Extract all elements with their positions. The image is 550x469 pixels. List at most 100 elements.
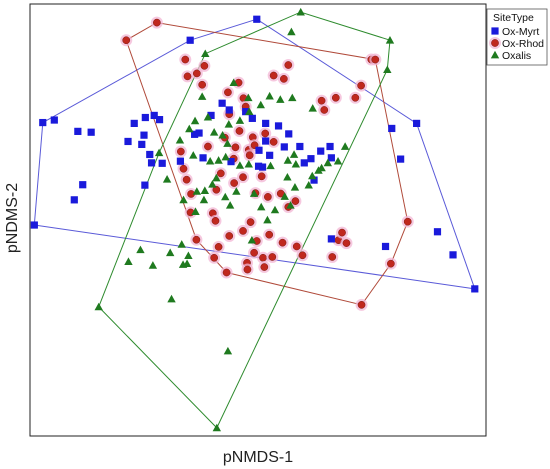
point-ox-myrt [218, 99, 226, 107]
point-ox-rhod [384, 257, 397, 270]
point-ox-myrt [138, 140, 146, 148]
point-ox-myrt [158, 159, 166, 167]
point-oxalis [287, 27, 296, 36]
point-ox-rhod [209, 214, 222, 227]
point-ox-rhod [237, 224, 250, 237]
y-axis-label: pNDMS-2 [4, 183, 21, 253]
point-oxalis [136, 245, 145, 254]
point-ox-rhod [244, 216, 257, 229]
point-oxalis [221, 152, 230, 161]
point-oxalis [154, 148, 164, 157]
point-oxalis [288, 93, 297, 102]
point-oxalis [244, 159, 253, 168]
point-ox-myrt [130, 119, 138, 127]
point-oxalis [283, 156, 293, 164]
point-ox-rhod [259, 127, 272, 140]
legend-marker-ox-rhod [489, 37, 501, 49]
point-ox-myrt [253, 15, 261, 23]
point-oxalis [266, 161, 275, 170]
point-ox-rhod [190, 233, 203, 246]
point-ox-rhod [355, 79, 368, 92]
point-ox-rhod [201, 140, 214, 153]
plot-frame [29, 3, 487, 437]
legend-label-ox-rhod: Ox-Rhod [502, 38, 544, 50]
point-ox-rhod [190, 67, 203, 80]
point-ox-myrt [433, 228, 442, 236]
point-ox-myrt [140, 131, 148, 139]
point-ox-rhod [241, 263, 254, 276]
point-ox-rhod [329, 91, 342, 104]
point-oxalis [200, 186, 210, 194]
point-ox-myrt [397, 155, 405, 163]
point-ox-rhod [229, 141, 242, 154]
point-ox-myrt [70, 196, 78, 204]
legend-label-ox-myrt: Ox-Myrt [502, 26, 539, 38]
point-ox-rhod [214, 167, 227, 180]
point-oxalis [212, 423, 222, 432]
point-oxalis [165, 248, 175, 257]
point-ox-myrt [79, 181, 87, 189]
point-ox-rhod [196, 78, 209, 91]
point-oxalis [225, 201, 235, 209]
point-ox-rhod [228, 177, 241, 190]
point-ox-rhod [349, 91, 362, 104]
point-ox-myrt [327, 154, 335, 162]
point-ox-myrt [199, 154, 207, 162]
point-ox-rhod [179, 53, 192, 66]
point-ox-myrt [30, 221, 38, 229]
point-ox-rhod [237, 171, 250, 184]
point-ox-rhod [289, 195, 302, 208]
point-ox-rhod [296, 249, 309, 262]
point-oxalis [209, 128, 219, 136]
point-oxalis [148, 261, 158, 269]
point-ox-rhod [277, 72, 290, 85]
point-ox-myrt [186, 36, 194, 44]
point-ox-rhod [248, 246, 261, 259]
point-ox-myrt [141, 113, 149, 122]
point-ox-myrt [262, 119, 270, 127]
point-ox-rhod [369, 53, 382, 66]
point-ox-rhod [276, 236, 289, 249]
point-ox-rhod [290, 240, 303, 253]
point-ox-rhod [267, 135, 280, 148]
point-ox-rhod [255, 170, 268, 183]
point-ox-rhod [212, 240, 225, 253]
point-oxalis [340, 142, 350, 150]
point-oxalis [229, 78, 238, 87]
point-ox-rhod [261, 190, 274, 203]
point-oxalis [245, 107, 254, 115]
point-oxalis [199, 195, 209, 204]
point-ox-rhod [315, 94, 328, 107]
point-ox-rhod [355, 298, 368, 311]
point-ox-myrt [74, 127, 82, 135]
point-ox-myrt [274, 122, 283, 130]
point-ox-myrt [310, 176, 318, 184]
point-ox-myrt [255, 146, 263, 154]
point-ox-rhod [318, 103, 331, 116]
point-oxalis [291, 159, 301, 168]
point-ox-rhod [326, 250, 339, 263]
point-ox-myrt [258, 163, 267, 171]
point-oxalis [212, 173, 221, 182]
legend-title: SiteType [493, 12, 534, 24]
point-ox-myrt [381, 242, 390, 251]
point-ox-myrt [150, 111, 158, 120]
point-ox-rhod [221, 86, 234, 99]
point-ox-rhod [243, 149, 256, 162]
point-oxalis [290, 183, 300, 191]
point-ox-myrt [449, 251, 457, 259]
point-oxalis [189, 151, 198, 159]
point-oxalis [385, 36, 395, 44]
point-oxalis [214, 156, 223, 164]
point-oxalis [201, 49, 210, 58]
point-oxalis [276, 95, 285, 103]
point-ox-myrt [227, 158, 235, 166]
point-oxalis [191, 207, 200, 215]
point-ox-myrt [50, 116, 58, 124]
point-ox-myrt [146, 150, 154, 159]
point-oxalis [224, 120, 234, 128]
point-ox-rhod [223, 229, 236, 242]
